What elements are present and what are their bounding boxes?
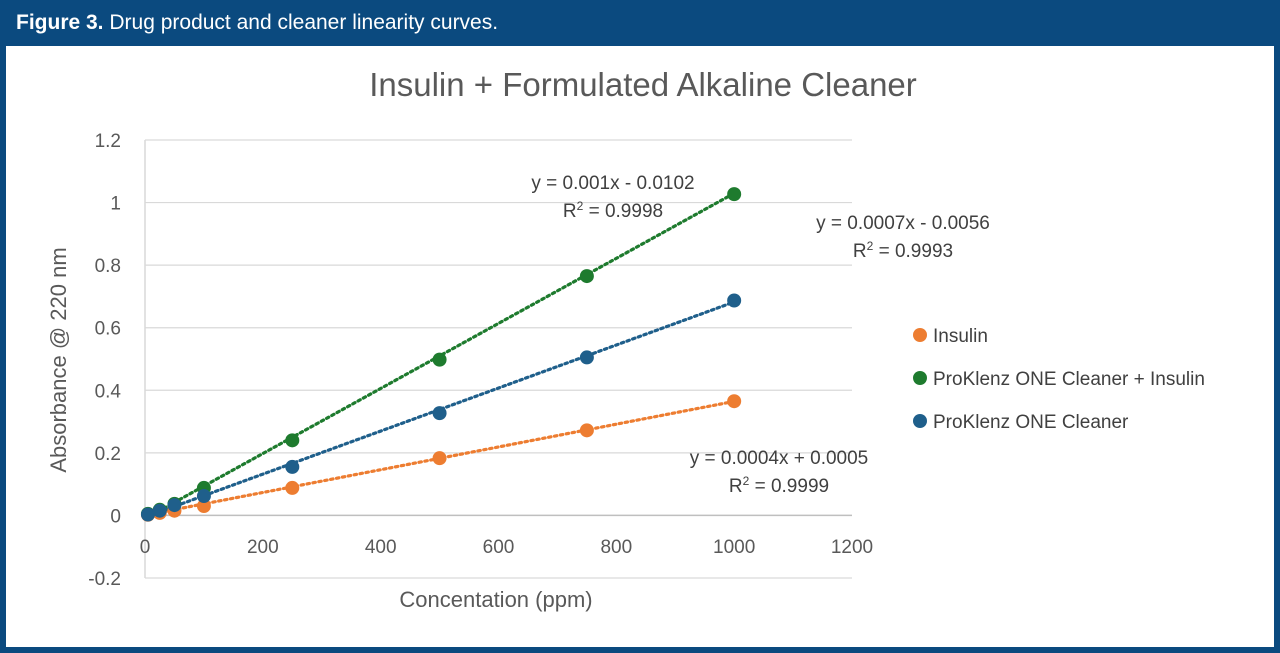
y-tick-label: 0.8 (95, 256, 121, 277)
y-tick-label: 0.2 (95, 444, 121, 465)
trendline-r-squared: R2 = 0.9999 (729, 474, 829, 497)
r-squared-superscript: 2 (577, 199, 584, 213)
x-tick-label: 1000 (713, 537, 755, 558)
data-point-series-1 (579, 269, 594, 284)
legend-marker (913, 328, 927, 342)
r-squared-value: = 0.9993 (873, 241, 953, 262)
data-point-series-0 (285, 480, 300, 495)
data-point-series-2 (196, 489, 211, 504)
trendline-r-squared: R2 = 0.9993 (853, 239, 953, 262)
r-squared-symbol: R (563, 201, 577, 222)
data-point-series-1 (432, 352, 447, 367)
y-tick-label: 1 (110, 194, 121, 215)
figure-label: Figure 3. (16, 11, 104, 34)
trendline-equation: y = 0.0004x + 0.0005 (690, 448, 869, 469)
legend-marker (913, 414, 927, 428)
y-axis-title: Absorbance @ 220 nm (46, 247, 71, 472)
y-tick-label: 0.4 (95, 381, 122, 402)
r-squared-value: = 0.9998 (583, 201, 663, 222)
r-squared-superscript: 2 (867, 239, 874, 253)
figure-caption-bar: Figure 3. Drug product and cleaner linea… (0, 0, 1280, 46)
x-tick-label: 400 (365, 537, 397, 558)
data-point-series-1 (727, 187, 742, 202)
labels: -0.2 0 0.2 0.4 0.6 0.8 1 1.2 0 200 400 600 800 1000 12… (88, 131, 990, 590)
legend-label: ProKlenz ONE Cleaner (933, 412, 1129, 433)
x-tick-label: 200 (247, 537, 279, 558)
trendline-equation: y = 0.0007x - 0.0056 (816, 213, 990, 234)
data-point-series-0 (727, 394, 742, 409)
data-point-series-0 (196, 499, 211, 514)
chart-title: Insulin + Formulated Alkaline Cleaner (369, 66, 917, 103)
y-tick-label: -0.2 (88, 569, 121, 590)
y-tick-label: 1.2 (95, 131, 121, 152)
r-squared-superscript: 2 (743, 474, 750, 488)
x-tick-label: 600 (483, 537, 515, 558)
trendline-r-squared: R2 = 0.9998 (563, 199, 663, 222)
data-point-series-2 (167, 498, 182, 513)
data-point-series-2 (727, 293, 742, 308)
data-points (140, 187, 742, 522)
x-axis-title: Concentation (ppm) (399, 587, 592, 612)
legend-label: Insulin (933, 326, 988, 347)
data-point-series-1 (285, 433, 300, 448)
y-tick-label: 0.6 (95, 319, 121, 340)
x-tick-label: 800 (600, 537, 632, 558)
data-point-series-2 (285, 459, 300, 474)
grid-lines (145, 139, 852, 579)
legend-label: ProKlenz ONE Cleaner + Insulin (933, 369, 1205, 390)
r-squared-symbol: R (853, 241, 867, 262)
x-tick-label: 0 (140, 537, 151, 558)
data-point-series-2 (140, 507, 155, 522)
data-point-series-2 (432, 406, 447, 421)
legend: Insulin ProKlenz ONE Cleaner + Insulin Pro… (913, 326, 1205, 433)
figure-caption: Drug product and cleaner linearity curve… (109, 11, 499, 34)
y-tick-label: 0 (110, 506, 121, 527)
axes (144, 140, 852, 578)
data-point-series-2 (152, 503, 167, 518)
trendline-equation: y = 0.001x - 0.0102 (531, 173, 694, 194)
r-squared-value: = 0.9999 (749, 476, 829, 497)
data-point-series-2 (579, 350, 594, 365)
x-tick-label: 1200 (831, 537, 873, 558)
data-point-series-0 (432, 451, 447, 466)
r-squared-symbol: R (729, 476, 743, 497)
legend-marker (913, 371, 927, 385)
data-point-series-0 (579, 423, 594, 438)
